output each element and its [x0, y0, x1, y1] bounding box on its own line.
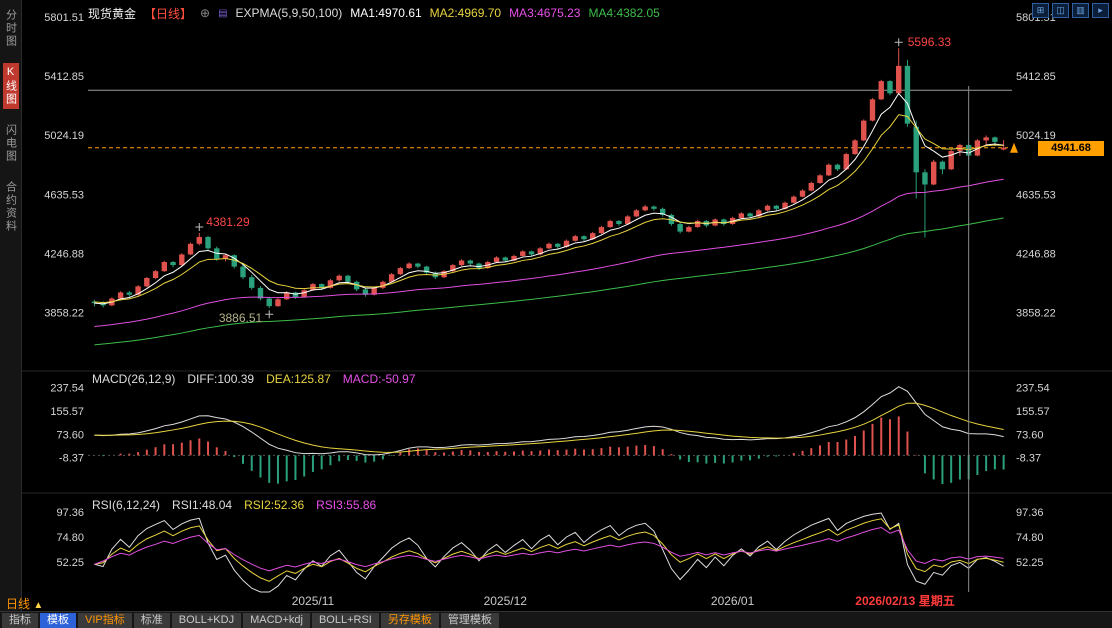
- tab-template[interactable]: 模板: [40, 612, 76, 628]
- svg-text:52.25: 52.25: [1016, 557, 1044, 569]
- current-price-badge: 4941.68: [1038, 141, 1104, 156]
- svg-text:237.54: 237.54: [1016, 382, 1050, 394]
- svg-text:-8.37: -8.37: [59, 453, 84, 465]
- rsi-line-12: [94, 518, 1004, 582]
- svg-text:4635.53: 4635.53: [1016, 189, 1056, 201]
- indicator-menu-icon[interactable]: ▤: [218, 7, 228, 19]
- svg-text:74.80: 74.80: [56, 532, 84, 544]
- svg-text:3886.51: 3886.51: [219, 311, 263, 325]
- svg-text:3858.22: 3858.22: [1016, 307, 1056, 319]
- chart-header: 现货黄金 【日线】 ⊕ ▤ EXPMA(5,9,50,100) MA1:4970…: [88, 2, 660, 24]
- chart-view-icons: ⊞ ◫ ▥ ▸: [1032, 3, 1109, 18]
- tab-vip-indicator[interactable]: VIP指标: [78, 612, 132, 628]
- svg-text:4381.29: 4381.29: [206, 215, 250, 229]
- tab-boll-rsi[interactable]: BOLL+RSI: [311, 612, 379, 628]
- svg-text:74.80: 74.80: [1016, 532, 1044, 544]
- indicator-label: EXPMA(5,9,50,100): [235, 6, 343, 20]
- rsi2-value: RSI2:52.36: [244, 498, 305, 512]
- svg-text:5596.33: 5596.33: [908, 35, 952, 49]
- expma-line-50: [94, 178, 1004, 327]
- macd-diff-value: DIFF:100.39: [187, 372, 255, 386]
- sidebar-item-time-chart[interactable]: 分时图: [4, 9, 17, 48]
- add-overlay-icon[interactable]: ⊕: [200, 6, 211, 20]
- svg-text:2026/02/13 星期五: 2026/02/13 星期五: [855, 593, 954, 608]
- rsi-params-label: RSI(6,12,24): [92, 498, 161, 512]
- svg-text:5024.19: 5024.19: [44, 130, 84, 142]
- list-panel-icon[interactable]: ▥: [1072, 3, 1089, 18]
- sidebar: 分时图 K线图 闪电图 合约资料: [0, 0, 22, 628]
- rsi3-value: RSI3:55.86: [316, 498, 377, 512]
- sidebar-item-contract-info[interactable]: 合约资料: [4, 181, 17, 233]
- rsi-line-24: [94, 526, 1004, 572]
- svg-text:5801.51: 5801.51: [44, 12, 84, 24]
- macd-params-label: MACD(26,12,9): [92, 372, 176, 386]
- svg-text:4246.88: 4246.88: [1016, 248, 1056, 260]
- tab-save-template[interactable]: 另存模板: [380, 612, 439, 628]
- svg-text:97.36: 97.36: [1016, 507, 1044, 519]
- expma-line-5: [94, 92, 1004, 305]
- grid-layout-icon[interactable]: ⊞: [1032, 3, 1049, 18]
- macd-dea-value: DEA:125.87: [266, 372, 331, 386]
- price-arrow-icon: [1010, 142, 1018, 153]
- dual-panel-icon[interactable]: ◫: [1052, 3, 1069, 18]
- bottom-toolbar: 指标 模板 VIP指标 标准 BOLL+KDJ MACD+kdj BOLL+RS…: [0, 611, 1112, 628]
- ma4-value: MA4:4382.05: [588, 6, 660, 20]
- svg-text:97.36: 97.36: [56, 507, 84, 519]
- svg-text:73.60: 73.60: [1016, 429, 1044, 441]
- tab-macd-kdj[interactable]: MACD+kdj: [243, 612, 310, 628]
- svg-text:4246.88: 4246.88: [44, 248, 84, 260]
- svg-text:3858.22: 3858.22: [44, 307, 84, 319]
- svg-text:2026/01: 2026/01: [711, 594, 755, 608]
- rsi-line-6: [94, 512, 1004, 593]
- svg-text:155.57: 155.57: [50, 406, 84, 418]
- svg-text:5024.19: 5024.19: [1016, 130, 1056, 142]
- sidebar-item-lightning-chart[interactable]: 闪电图: [4, 124, 17, 163]
- svg-text:155.57: 155.57: [1016, 406, 1050, 418]
- expma-line-9: [94, 114, 1004, 304]
- period-arrow-icon: ▲: [33, 600, 44, 611]
- next-page-icon[interactable]: ▸: [1092, 3, 1109, 18]
- tab-standard[interactable]: 标准: [133, 612, 170, 628]
- period-selector[interactable]: 日线 ▲: [6, 595, 43, 612]
- ma1-value: MA1:4970.61: [350, 6, 422, 20]
- ma3-value: MA3:4675.23: [509, 6, 581, 20]
- ma2-value: MA2:4969.70: [429, 6, 502, 20]
- svg-text:-8.37: -8.37: [1016, 453, 1041, 465]
- svg-text:5412.85: 5412.85: [44, 71, 84, 83]
- tab-manage-template[interactable]: 管理模板: [440, 612, 499, 628]
- period-label: 日线: [6, 597, 31, 611]
- tab-boll-kdj[interactable]: BOLL+KDJ: [171, 612, 242, 628]
- macd-header: MACD(26,12,9) DIFF:100.39 DEA:125.87 MAC…: [92, 372, 416, 386]
- svg-text:2025/12: 2025/12: [484, 594, 528, 608]
- svg-text:4635.53: 4635.53: [44, 189, 84, 201]
- svg-text:2025/11: 2025/11: [292, 594, 335, 608]
- expma-line-100: [94, 217, 1004, 346]
- svg-text:52.25: 52.25: [56, 557, 84, 569]
- svg-text:237.54: 237.54: [50, 382, 84, 394]
- macd-bar-value: MACD:-50.97: [342, 372, 416, 386]
- rsi1-value: RSI1:48.04: [172, 498, 233, 512]
- symbol-title: 现货黄金: [88, 6, 137, 21]
- tab-indicator[interactable]: 指标: [2, 612, 38, 628]
- svg-text:5412.85: 5412.85: [1016, 71, 1056, 83]
- macd-diff-line: [94, 386, 1004, 456]
- sidebar-item-kline-chart[interactable]: K线图: [2, 63, 19, 109]
- svg-text:73.60: 73.60: [56, 429, 84, 441]
- macd-dea-line: [94, 402, 1004, 453]
- period-tag[interactable]: 【日线】: [144, 6, 193, 21]
- rsi-header: RSI(6,12,24) RSI1:48.04 RSI2:52.36 RSI3:…: [92, 498, 376, 512]
